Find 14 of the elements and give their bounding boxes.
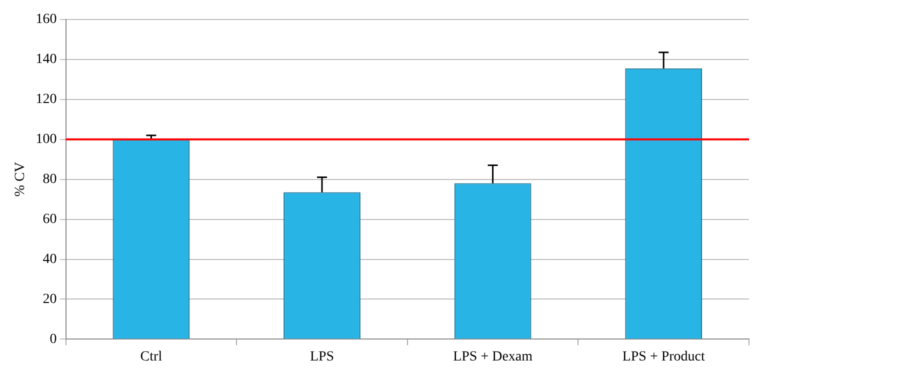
x-tick-label: LPS [310,349,334,364]
y-tick-label: 40 [42,252,57,267]
y-tick-label: 140 [36,52,57,68]
y-tick-label: 60 [42,212,57,227]
y-tick-label: 20 [42,292,57,307]
y-tick-label: 120 [36,92,57,108]
y-tick-label: 160 [36,12,57,28]
y-tick-label: 100 [36,132,57,147]
y-tick-label: 0 [50,332,57,347]
y-tick-label: 80 [42,172,57,187]
x-tick-label: Ctrl [140,349,162,364]
y-axis-title: % CV [13,162,28,197]
x-tick-label: LPS + Dexam [453,349,533,364]
x-tick-label: LPS + Product [622,349,705,364]
